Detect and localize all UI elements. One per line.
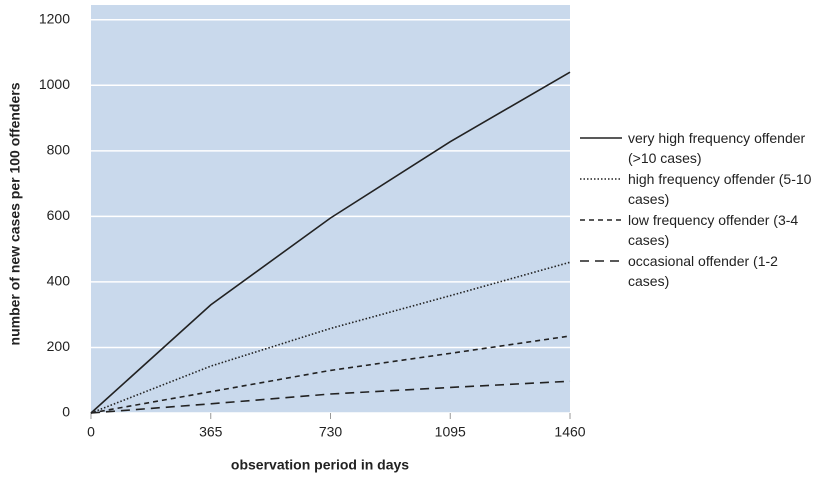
x-tick-label: 365	[199, 424, 223, 440]
y-tick-label: 1000	[39, 76, 70, 92]
series-line	[90, 335, 571, 414]
x-tick-label: 0	[87, 424, 95, 440]
x-axis-label: observation period in days	[231, 457, 409, 473]
legend: very high frequency offender (>10 cases)…	[580, 128, 820, 292]
legend-label: high frequency offender (5-10 cases)	[628, 171, 812, 207]
legend-swatch	[580, 178, 622, 180]
legend-swatch	[580, 137, 622, 139]
y-tick-label: 400	[47, 273, 71, 289]
legend-item: occasional offender (1-2 cases)	[580, 251, 820, 291]
y-tick-label: 800	[47, 142, 71, 158]
y-tick-label: 200	[47, 338, 71, 354]
x-tick-label: 1460	[554, 424, 585, 440]
legend-item: high frequency offender (5-10 cases)	[580, 169, 820, 209]
y-tick-label: 1200	[39, 10, 70, 26]
x-tick-label: 730	[319, 424, 343, 440]
legend-label: very high frequency offender (>10 cases)	[628, 130, 806, 166]
legend-label: low frequency offender (3-4 cases)	[628, 212, 799, 248]
legend-label: occasional offender (1-2 cases)	[628, 253, 778, 289]
y-tick-label: 0	[62, 404, 70, 420]
legend-swatch	[580, 219, 622, 221]
plot-area	[91, 5, 570, 413]
legend-item: low frequency offender (3-4 cases)	[580, 210, 820, 250]
series-line	[90, 71, 571, 414]
x-tick-label: 1095	[435, 424, 466, 440]
legend-item: very high frequency offender (>10 cases)	[580, 128, 820, 168]
series-line	[90, 380, 571, 414]
legend-swatch	[580, 260, 622, 262]
y-axis-label: number of new cases per 100 offenders	[7, 82, 23, 345]
y-tick-label: 600	[47, 207, 71, 223]
